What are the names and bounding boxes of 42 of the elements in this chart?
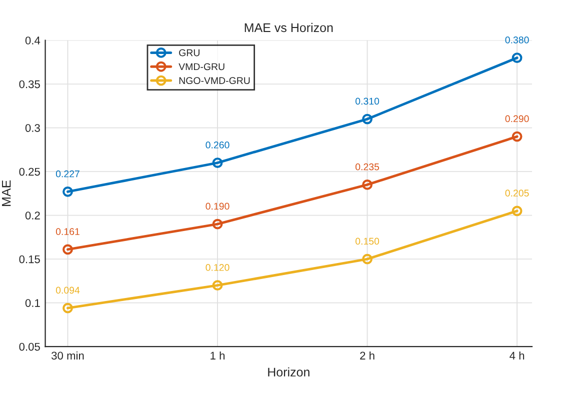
x-axis-title: Horizon: [268, 367, 310, 377]
y-tick-label: 0.1: [25, 299, 40, 307]
x-tick-label: 4 h: [510, 351, 524, 360]
data-label: 0.310: [356, 98, 380, 105]
point: [512, 52, 522, 64]
data-label: 0.205: [505, 190, 529, 197]
data-label: 0.235: [356, 163, 380, 170]
point: [362, 114, 372, 124]
point: [212, 158, 223, 168]
data-label: 0.380: [505, 36, 529, 44]
point: [62, 302, 73, 314]
y-tick-label: 0.15: [19, 255, 40, 264]
x-tick-label: 30 min: [51, 351, 84, 360]
y-tick-label: 0.2: [25, 212, 40, 220]
chart-title: MAE vs Horizon: [244, 22, 333, 32]
point: [362, 179, 372, 190]
data-label: 0.290: [505, 115, 529, 122]
point: [512, 206, 522, 216]
point: [62, 186, 73, 197]
y-tick-label: 0.35: [19, 80, 40, 88]
point: [212, 218, 223, 230]
y-tick-label: 0.3: [25, 124, 40, 132]
data-label: 0.161: [56, 228, 80, 236]
y-tick-label: 0.25: [19, 168, 40, 176]
y-tick-label: 0.4: [25, 36, 40, 44]
x-tick-label: 2 h: [360, 351, 374, 360]
data-label: 0.260: [206, 142, 230, 148]
point: [362, 254, 372, 264]
data-label: 0.227: [56, 170, 80, 178]
legend-label: NGO-VMD-GRU: [179, 77, 250, 84]
point: [212, 280, 223, 291]
legend-label: GRU: [179, 49, 200, 56]
data-label: 0.150: [356, 238, 380, 245]
y-axis-title: MAE: [2, 180, 11, 206]
legend-label: VMD-GRU: [178, 63, 224, 70]
y-tick-label: 0.05: [19, 342, 40, 351]
x-tick-label: 1 h: [210, 351, 225, 360]
data-label: 0.120: [206, 264, 230, 271]
data-label: 0.094: [56, 286, 80, 294]
data-label: 0.190: [206, 202, 230, 210]
point: [512, 131, 522, 142]
point: [62, 244, 73, 255]
